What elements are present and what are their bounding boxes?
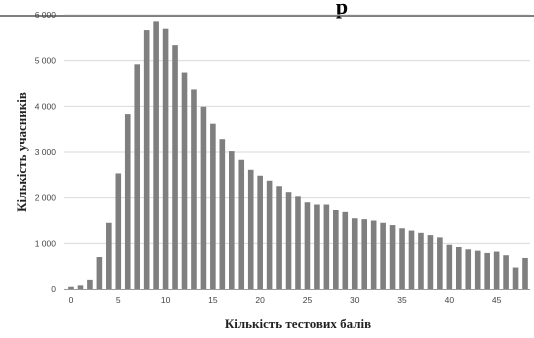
bar bbox=[380, 222, 386, 289]
x-tick-labels: 0 5 10 15 20 25 30 35 40 45 bbox=[69, 295, 502, 305]
x-axis-title: Кількість тестових балів bbox=[225, 316, 371, 331]
x-tick-label: 10 bbox=[161, 295, 171, 305]
bar bbox=[266, 180, 273, 289]
y-tick-label: 1 000 bbox=[35, 238, 57, 248]
x-tick-label: 35 bbox=[397, 295, 407, 305]
bar bbox=[219, 139, 226, 289]
bar bbox=[276, 186, 282, 289]
x-tick-label: 5 bbox=[116, 295, 121, 305]
y-tick-label: 6 000 bbox=[35, 10, 57, 20]
bar bbox=[351, 218, 358, 289]
bar bbox=[115, 173, 122, 289]
bar bbox=[465, 249, 472, 289]
bar bbox=[446, 244, 453, 289]
y-tick-label: 3 000 bbox=[35, 147, 57, 157]
bar bbox=[455, 246, 462, 289]
bar bbox=[474, 250, 481, 289]
bar bbox=[408, 230, 415, 289]
bar bbox=[323, 204, 330, 289]
bar bbox=[503, 255, 509, 289]
bar bbox=[134, 64, 141, 289]
y-tick-label: 4 000 bbox=[35, 101, 57, 111]
y-tick-labels: 0 1 000 2 000 3 000 4 000 5 000 6 000 bbox=[35, 10, 57, 294]
bar bbox=[172, 45, 178, 289]
x-tick-label: 45 bbox=[492, 295, 502, 305]
x-tick-label: 30 bbox=[350, 295, 360, 305]
bar bbox=[68, 286, 74, 289]
bar bbox=[96, 257, 103, 289]
bar bbox=[493, 251, 500, 289]
y-tick-label: 2 000 bbox=[35, 193, 57, 203]
x-tick-label: 40 bbox=[445, 295, 455, 305]
bar bbox=[228, 151, 235, 289]
x-tick-label: 20 bbox=[255, 295, 265, 305]
x-tick-label: 25 bbox=[303, 295, 313, 305]
bar bbox=[295, 196, 301, 289]
bar bbox=[143, 30, 150, 289]
bar bbox=[427, 235, 434, 289]
x-tick-label: 15 bbox=[208, 295, 218, 305]
bar bbox=[87, 279, 93, 289]
y-tick-label: 5 000 bbox=[35, 56, 57, 66]
bars bbox=[68, 21, 528, 289]
bar bbox=[399, 228, 405, 289]
title-fragment: p bbox=[336, 0, 348, 19]
bar bbox=[238, 159, 245, 289]
bar bbox=[210, 123, 216, 289]
bar bbox=[522, 257, 528, 289]
bar bbox=[153, 21, 159, 289]
bar bbox=[124, 114, 131, 289]
bar bbox=[77, 285, 84, 289]
bar bbox=[361, 219, 368, 289]
bar bbox=[512, 267, 519, 289]
bar bbox=[200, 106, 207, 289]
bar bbox=[181, 72, 188, 289]
y-axis-title: Кількість учасників bbox=[14, 92, 29, 212]
bar bbox=[342, 211, 349, 289]
bar bbox=[304, 202, 311, 289]
bar bbox=[333, 210, 339, 289]
bar bbox=[370, 220, 377, 289]
bar bbox=[106, 222, 112, 289]
bar bbox=[285, 192, 292, 289]
x-tick-label: 0 bbox=[69, 295, 74, 305]
bar bbox=[191, 89, 197, 289]
bar bbox=[389, 225, 396, 289]
bar bbox=[418, 232, 424, 289]
bar bbox=[484, 252, 490, 289]
bar bbox=[162, 28, 169, 289]
bar bbox=[437, 237, 443, 289]
bar bbox=[257, 175, 263, 289]
bar bbox=[247, 169, 254, 289]
y-tick-label: 0 bbox=[51, 284, 56, 294]
bar bbox=[314, 204, 320, 289]
